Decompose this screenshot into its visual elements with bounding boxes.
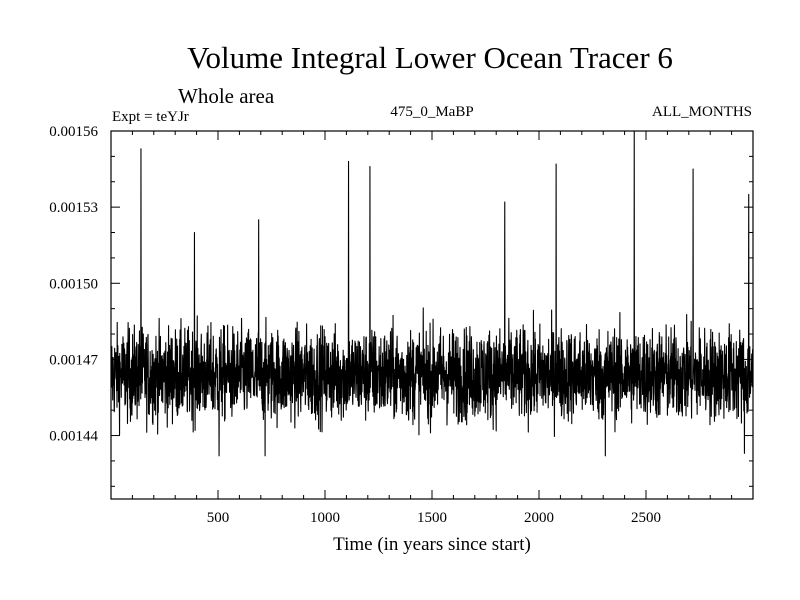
data-series [110, 130, 754, 457]
period-label: 475_0_MaBP [390, 104, 473, 120]
y-tick-label: 0.00150 [49, 276, 98, 292]
x-tick-label: 2500 [631, 510, 661, 526]
x-axis: 500 1000 1500 2000 2500 [131, 131, 733, 526]
y-axis: 0.00144 0.00147 0.00150 0.00153 0.00156 [49, 124, 753, 487]
plot-frame [110, 130, 754, 500]
season-label: ALL_MONTHS [652, 104, 752, 120]
series-line [110, 130, 754, 457]
x-tick-label: 2000 [524, 510, 554, 526]
x-axis-label: Time (in years since start) [333, 534, 531, 555]
y-tick-label: 0.00153 [49, 200, 98, 216]
experiment-label: Expt = teYJr [112, 109, 189, 125]
chart-subtitle: Whole area [178, 84, 275, 108]
y-tick-label: 0.00156 [49, 124, 98, 140]
x-tick-label: 500 [207, 510, 230, 526]
x-tick-label: 1000 [310, 510, 340, 526]
x-tick-label: 1500 [417, 510, 447, 526]
chart-title: Volume Integral Lower Ocean Tracer 6 [187, 40, 673, 75]
y-tick-label: 0.00144 [49, 429, 98, 445]
y-tick-label: 0.00147 [49, 352, 98, 368]
